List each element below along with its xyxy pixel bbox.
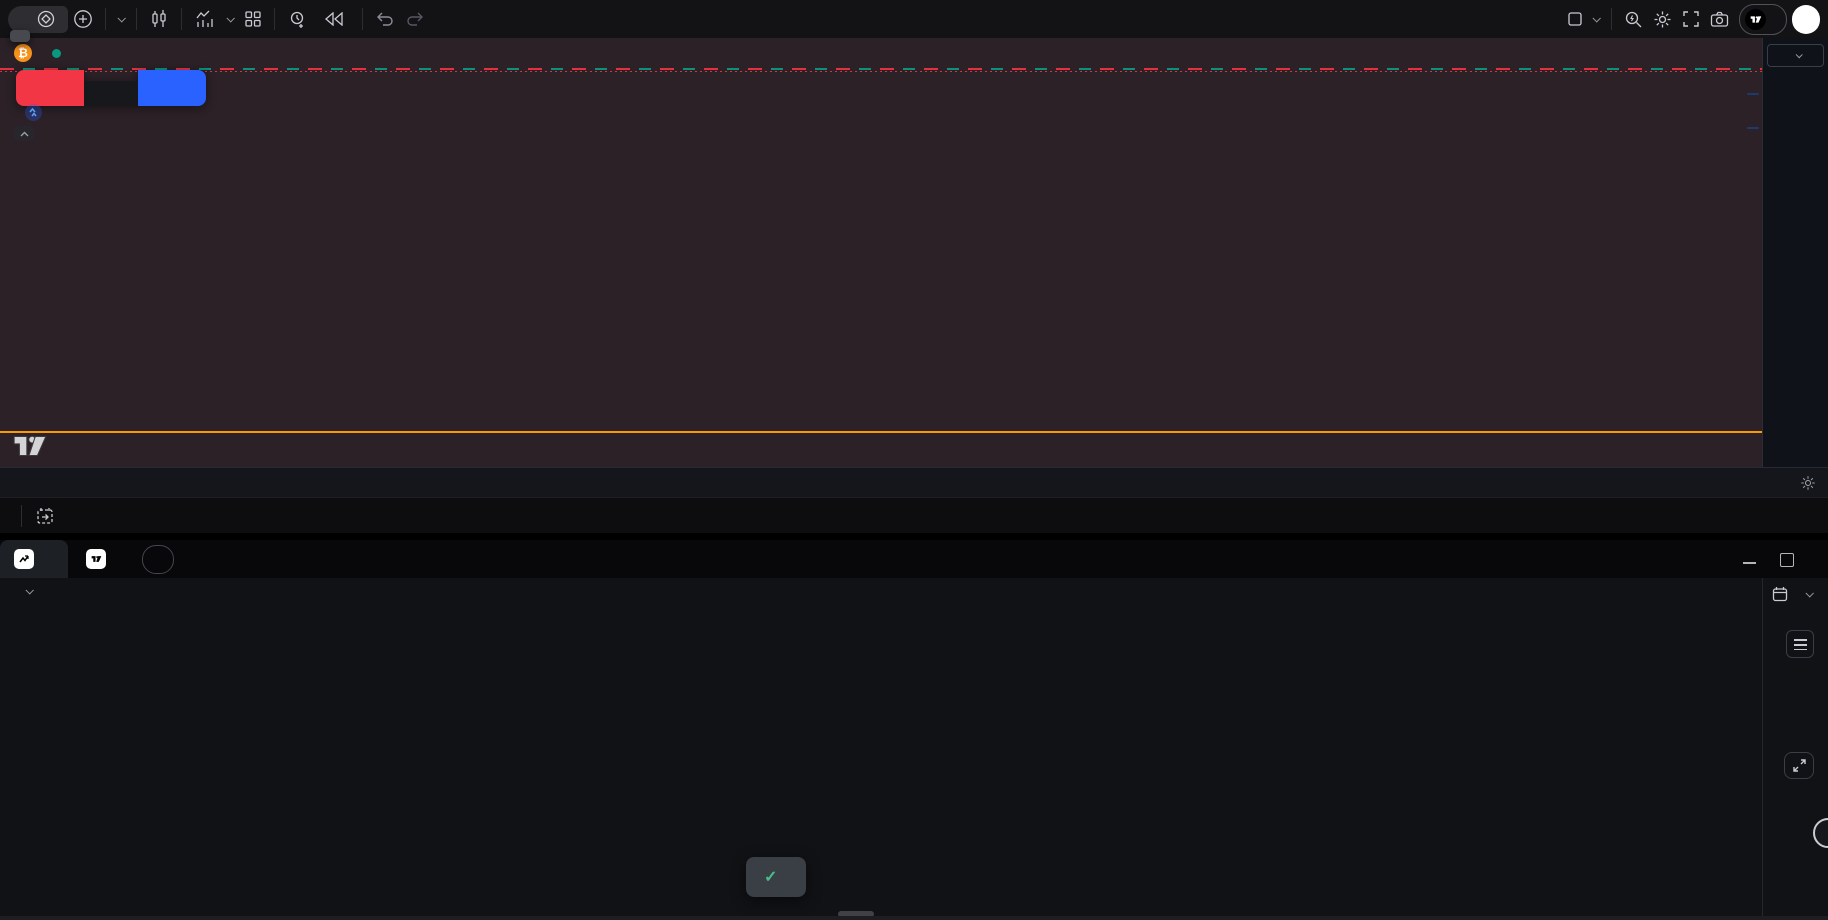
settings-gear-icon[interactable]	[1648, 5, 1677, 33]
bottom-edge	[0, 916, 1828, 920]
panel-trade-button[interactable]	[142, 545, 174, 574]
interval-menu-chevron-icon[interactable]	[113, 5, 129, 33]
undo-icon[interactable]	[370, 5, 400, 33]
add-symbol-icon[interactable]	[68, 5, 98, 33]
redo-icon[interactable]	[400, 5, 430, 33]
tab-paper-trading[interactable]	[68, 540, 134, 578]
low-badge	[1747, 127, 1759, 129]
symbol-legend[interactable]: ₿	[14, 44, 73, 62]
chart-style-candles-icon[interactable]	[144, 5, 174, 33]
strategy-report-icon	[14, 549, 34, 569]
trade-button[interactable]	[1739, 3, 1787, 35]
publish-button[interactable]	[1792, 4, 1820, 34]
divider	[136, 8, 137, 30]
collapse-legend-button[interactable]	[14, 126, 34, 141]
divider	[274, 8, 275, 30]
report-layout-button[interactable]	[1786, 630, 1814, 658]
equity-axis-separator	[1762, 578, 1763, 920]
divider	[21, 504, 22, 527]
divider	[181, 8, 182, 30]
top-toolbar	[0, 0, 1828, 38]
buy-button[interactable]	[138, 70, 206, 106]
panel-maximize-icon[interactable]	[1780, 553, 1794, 567]
panel-minimize-icon[interactable]	[1743, 562, 1756, 564]
divider	[1611, 8, 1612, 30]
calendar-icon	[1772, 587, 1788, 602]
expand-icon	[1792, 759, 1806, 772]
tradingview-logo-icon	[1745, 8, 1766, 30]
pane-resize-handle[interactable]	[838, 911, 874, 917]
order-lines	[0, 68, 1762, 70]
strategy-report-body	[0, 578, 1828, 920]
report-updated-toast: ✓	[746, 857, 807, 897]
indicators-button[interactable]	[189, 9, 239, 29]
check-icon: ✓	[764, 869, 778, 886]
price-axis[interactable]	[1762, 38, 1828, 467]
bottom-panel-tabs	[0, 540, 1828, 578]
date-range-bar	[0, 497, 1828, 533]
tradingview-watermark-icon	[12, 434, 48, 458]
alert-button[interactable]	[282, 10, 319, 29]
goto-date-icon[interactable]	[31, 502, 59, 530]
report-date-range[interactable]	[1772, 586, 1814, 602]
ai-sparkle-icon[interactable]	[25, 104, 42, 121]
fullscreen-icon[interactable]	[1677, 5, 1705, 33]
indicators-chevron-icon	[226, 14, 235, 23]
divider	[105, 8, 106, 30]
symbol-search-box[interactable]	[8, 5, 68, 33]
position-line[interactable]	[0, 431, 1762, 433]
replay-button[interactable]	[319, 12, 355, 26]
currency-selector[interactable]	[1767, 44, 1824, 67]
time-axis[interactable]	[0, 467, 1828, 497]
divider	[362, 8, 363, 30]
quantity-stepper[interactable]	[84, 68, 138, 106]
symbol-search-tooltip	[10, 30, 30, 42]
paper-trading-icon	[86, 549, 106, 569]
diamond-icon[interactable]	[32, 5, 60, 33]
layout-grid-icon[interactable]	[239, 5, 267, 33]
layout-chevron-icon[interactable]	[1588, 5, 1604, 33]
sell-button[interactable]	[16, 70, 84, 106]
camera-icon[interactable]	[1705, 5, 1734, 33]
quick-search-icon[interactable]	[1619, 5, 1648, 33]
equity-chart[interactable]	[0, 798, 1762, 920]
bitcoin-icon: ₿	[14, 44, 32, 62]
equity-expand-button[interactable]	[1784, 752, 1814, 779]
strategy-name-dropdown[interactable]	[16, 586, 34, 595]
high-badge	[1747, 93, 1759, 95]
tab-strategy-report[interactable]	[0, 540, 68, 578]
lot-size-value[interactable]	[84, 81, 138, 106]
last-price-line	[0, 71, 1762, 72]
market-status-icon	[52, 48, 61, 58]
strategy-legend[interactable]	[16, 104, 51, 121]
layout-square-icon[interactable]	[1562, 5, 1588, 33]
buy-sell-widget	[16, 68, 206, 106]
time-axis-settings-gear-icon[interactable]	[1800, 475, 1816, 491]
rows-icon	[1793, 638, 1807, 650]
price-chart-pane[interactable]: ₿	[0, 38, 1762, 467]
